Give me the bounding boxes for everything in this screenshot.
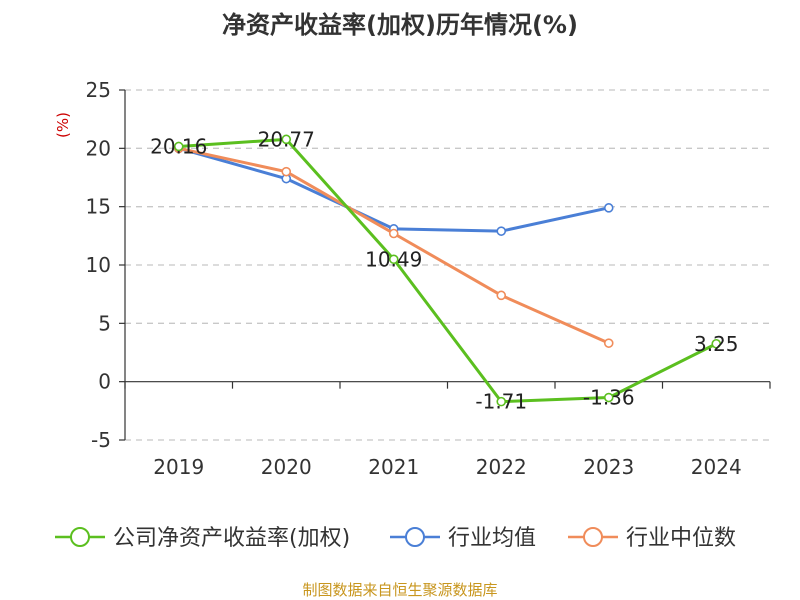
axes: 25 20 15 10 5 0 -5 2019 2020 2021 2022 2023 2024 (86, 78, 771, 479)
data-label: 10.49 (365, 247, 422, 271)
x-tick-label: 2022 (476, 455, 527, 479)
series-line-2 (178, 146, 610, 345)
series-lines (173, 134, 722, 407)
data-label: 20.16 (150, 134, 207, 158)
chart-title: 净资产收益率(加权)历年情况(%) (222, 11, 578, 39)
legend-label: 公司净资产收益率(加权) (113, 526, 350, 551)
series-line-1 (178, 146, 610, 233)
legend-marker (583, 527, 603, 547)
data-point (603, 392, 614, 403)
data-label: -1.71 (475, 390, 527, 414)
legend-marker (405, 527, 425, 547)
legend-label: 行业中位数 (626, 526, 736, 551)
y-tick-label: 10 (86, 253, 111, 277)
data-point (496, 396, 507, 407)
legend-label: 行业均值 (448, 526, 536, 551)
data-point (388, 228, 399, 239)
y-tick-label: 25 (86, 78, 111, 102)
data-point (496, 290, 507, 301)
y-tick-label: -5 (91, 428, 111, 452)
x-tick-label: 2019 (153, 455, 204, 479)
x-tick-label: 2024 (691, 455, 742, 479)
source-note: 制图数据来自恒生聚源数据库 (302, 581, 497, 599)
x-tick-label: 2020 (261, 455, 312, 479)
x-tick-label: 2023 (583, 455, 634, 479)
data-label: -1.36 (583, 386, 635, 410)
data-point (281, 166, 292, 177)
y-tick-label: 0 (98, 370, 111, 394)
data-point (388, 254, 399, 265)
data-point (603, 338, 614, 348)
data-point (173, 141, 184, 152)
data-label: 20.77 (258, 127, 315, 151)
data-point (281, 134, 292, 145)
data-point (711, 338, 722, 349)
x-tick-label: 2021 (368, 455, 419, 479)
y-tick-label: 20 (86, 136, 111, 160)
data-label: 3.25 (694, 332, 739, 356)
data-point (496, 226, 507, 236)
legend: 公司净资产收益率(加权) 行业均值 行业中位数 (55, 526, 736, 551)
y-tick-label: 5 (98, 311, 111, 335)
legend-marker (70, 527, 90, 547)
y-tick-label: 15 (86, 195, 111, 219)
data-labels: 20.16 20.77 10.49 -1.71 -1.36 3.25 (150, 127, 738, 413)
series-line-0 (178, 137, 717, 404)
data-point (603, 203, 614, 213)
y-axis-unit-label: (%) (54, 112, 72, 138)
